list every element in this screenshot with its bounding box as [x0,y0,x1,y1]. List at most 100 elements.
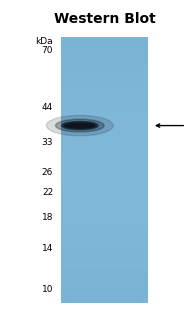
Bar [61,291,148,292]
Bar [61,141,148,142]
Bar [61,202,148,203]
Bar [61,273,148,275]
Bar [61,220,148,222]
Bar [61,135,148,137]
Bar [61,44,148,45]
Bar [61,199,148,201]
Bar [61,238,148,239]
Bar [61,48,148,49]
Bar [61,122,148,123]
Bar [61,150,148,151]
Bar [61,184,148,186]
Bar [61,42,148,44]
Bar [61,61,148,62]
Bar [61,223,148,224]
Bar [61,187,148,188]
Bar [61,176,148,178]
Bar [61,240,148,242]
Bar [61,95,148,97]
Bar [61,102,148,104]
Bar [61,179,148,180]
Bar [61,186,148,187]
Bar [61,114,148,116]
Bar [61,73,148,74]
Bar [61,72,148,73]
Bar [61,170,148,171]
Bar [61,147,148,149]
Bar [61,138,148,139]
Bar [61,66,148,68]
Bar [61,123,148,125]
Bar [61,183,148,184]
Bar [61,230,148,231]
Bar [61,57,148,58]
Bar [61,232,148,234]
Bar [61,286,148,287]
Bar [61,191,148,193]
Bar [61,126,148,127]
Bar [61,198,148,199]
Bar [61,131,148,133]
Bar [61,206,148,207]
Bar [61,46,148,48]
Bar [61,129,148,130]
Bar [61,259,148,260]
Bar [61,300,148,302]
Text: 22: 22 [42,188,53,197]
Bar [61,70,148,72]
Bar [61,118,148,120]
Bar [61,52,148,53]
Bar [61,143,148,145]
Bar [61,74,148,76]
Bar [61,171,148,173]
Bar [61,108,148,109]
Bar [61,276,148,277]
Bar [61,254,148,255]
Bar [61,290,148,291]
Text: 44: 44 [42,103,53,112]
Bar [61,214,148,215]
Bar [61,266,148,267]
Bar [61,299,148,300]
Bar [61,234,148,235]
Bar [61,242,148,243]
Bar [61,153,148,154]
Bar [61,302,148,303]
Bar [61,142,148,143]
Bar [61,210,148,211]
Bar [61,284,148,286]
Bar [61,78,148,80]
Bar [61,288,148,290]
Text: Western Blot: Western Blot [54,12,155,26]
Bar [61,182,148,183]
Bar [61,193,148,194]
Bar [61,275,148,276]
Bar [61,54,148,56]
Bar [61,267,148,268]
Bar [61,256,148,258]
Bar [61,161,148,162]
Bar [61,91,148,93]
Bar [61,263,148,264]
Bar [61,283,148,284]
Bar [61,87,148,89]
Bar [61,209,148,210]
Bar [61,197,148,198]
Bar [61,41,148,42]
Bar [61,262,148,263]
Bar [61,139,148,141]
Bar [61,264,148,266]
Bar [61,173,148,174]
Bar [61,38,148,40]
Bar [61,53,148,54]
Bar [61,155,148,157]
Bar [61,157,148,158]
Bar [61,195,148,197]
Bar [61,145,148,146]
Bar [61,80,148,81]
Bar [61,97,148,98]
Bar [61,205,148,206]
Text: 10: 10 [42,285,53,294]
Bar [61,81,148,82]
Bar [61,201,148,202]
